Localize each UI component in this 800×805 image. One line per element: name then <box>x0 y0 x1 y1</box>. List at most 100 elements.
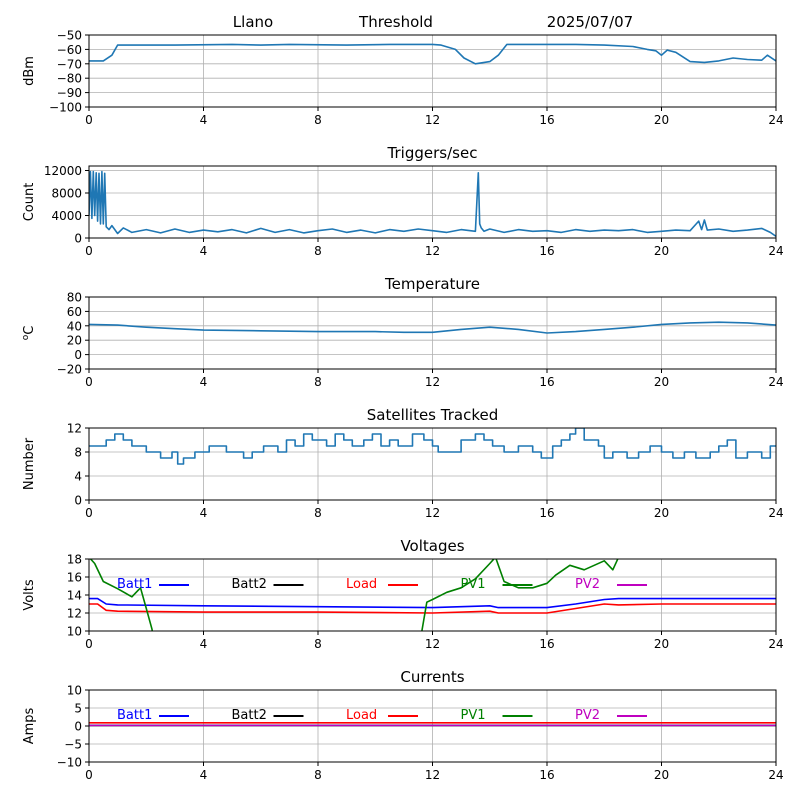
x-tick-label: 4 <box>200 113 208 127</box>
x-tick-label: 16 <box>539 506 554 520</box>
y-axis-label: Number <box>22 437 37 490</box>
x-tick-label: 12 <box>425 375 440 389</box>
x-tick-label: 8 <box>314 244 322 258</box>
x-tick-label: 8 <box>314 768 322 782</box>
x-tick-label: 16 <box>539 637 554 651</box>
y-tick-label: −20 <box>57 363 82 377</box>
series-line-data <box>89 428 776 465</box>
y-tick-label: 60 <box>67 305 82 319</box>
x-tick-label: 20 <box>654 375 669 389</box>
y-tick-label: 0 <box>74 232 82 246</box>
y-tick-label: 14 <box>67 589 82 603</box>
legend-label: PV2 <box>575 577 600 592</box>
x-tick-label: 20 <box>654 768 669 782</box>
x-tick-label: 16 <box>539 375 554 389</box>
x-tick-label: 0 <box>85 506 93 520</box>
y-tick-label: 12 <box>67 607 82 621</box>
x-tick-label: 4 <box>200 244 208 258</box>
header-date: 2025/07/07 <box>547 13 633 31</box>
series-group <box>89 559 776 631</box>
y-tick-label: 0 <box>74 720 82 734</box>
x-tick-label: 4 <box>200 768 208 782</box>
y-tick-label: 4 <box>74 470 82 484</box>
y-tick-label: −100 <box>49 101 82 115</box>
y-tick-label: 40 <box>67 319 82 333</box>
y-tick-label: 0 <box>74 494 82 508</box>
x-tick-label: 24 <box>768 375 783 389</box>
chart-panel-0: 0 4 8 12 16 20 24 −100−90−80−70−60−50 dBm <box>22 29 784 128</box>
x-tick-label: 8 <box>314 375 322 389</box>
y-tick-label: −5 <box>64 738 82 752</box>
y-tick-label: −60 <box>57 43 82 57</box>
y-tick-label: 18 <box>67 553 82 567</box>
y-tick-label: 8 <box>74 446 82 460</box>
header-site: Llano <box>233 13 273 31</box>
legend-label: Batt2 <box>232 708 267 723</box>
chart-title: Voltages <box>400 537 464 555</box>
y-tick-label: −90 <box>57 86 82 100</box>
y-tick-label: 0 <box>74 348 82 362</box>
legend-label: Load <box>346 577 377 592</box>
y-axis-label: Volts <box>22 579 37 611</box>
y-tick-label: 10 <box>67 625 82 639</box>
series-line-data <box>89 321 776 334</box>
y-tick-label: 4000 <box>51 209 82 223</box>
y-axis-label: Amps <box>22 707 37 744</box>
chart-panel-1: 0 4 8 12 16 20 24 0 4000 8000 12000 Triggers/sec Cou… <box>22 144 784 258</box>
chart-panel-5: 0 4 8 12 16 20 24 −10 −5 0 5 10 Currents Amps Batt1 Bat… <box>22 668 784 782</box>
x-tick-label: 20 <box>654 113 669 127</box>
x-tick-label: 12 <box>425 506 440 520</box>
x-tick-label: 0 <box>85 768 93 782</box>
x-tick-label: 8 <box>314 113 322 127</box>
y-tick-label: −50 <box>57 29 82 43</box>
legend-label: PV1 <box>461 708 486 723</box>
x-tick-label: 0 <box>85 244 93 258</box>
series-line-data <box>89 43 776 65</box>
series-group <box>89 170 776 237</box>
y-tick-label: 20 <box>67 334 82 348</box>
x-tick-label: 16 <box>539 113 554 127</box>
legend-label: Batt1 <box>117 577 152 592</box>
y-tick-label: 16 <box>67 571 82 585</box>
y-axis-label: oC <box>21 326 37 341</box>
legend-label: PV1 <box>461 577 486 592</box>
y-tick-label: 80 <box>67 291 82 305</box>
x-tick-label: 12 <box>425 768 440 782</box>
legend-label: Batt2 <box>232 577 267 592</box>
y-axis-label: Count <box>22 183 37 222</box>
x-tick-label: 4 <box>200 375 208 389</box>
x-tick-label: 24 <box>768 506 783 520</box>
chart-title: Satellites Tracked <box>367 406 498 424</box>
x-tick-label: 20 <box>654 637 669 651</box>
series-line-batt1 <box>89 597 776 609</box>
legend-label: PV2 <box>575 708 600 723</box>
x-tick-label: 16 <box>539 244 554 258</box>
series-group <box>89 722 776 727</box>
chart-panel-4: 0 4 8 12 16 20 24 10 12 14 16 18 Voltages Volts Batt1 B… <box>22 537 784 651</box>
y-tick-label: −80 <box>57 72 82 86</box>
x-tick-label: 8 <box>314 506 322 520</box>
x-tick-label: 16 <box>539 768 554 782</box>
x-tick-label: 12 <box>425 244 440 258</box>
x-tick-label: 12 <box>425 637 440 651</box>
series-line-load <box>89 603 776 614</box>
y-tick-label: 12 <box>67 422 82 436</box>
y-tick-label: −70 <box>57 57 82 71</box>
series-group <box>89 43 776 65</box>
chart-title: Triggers/sec <box>387 144 478 162</box>
series-line-pv1b <box>421 559 619 631</box>
x-tick-label: 0 <box>85 375 93 389</box>
x-tick-label: 24 <box>768 244 783 258</box>
legend-label: Load <box>346 708 377 723</box>
y-tick-label: 10 <box>67 684 82 698</box>
chart-title: Currents <box>400 668 464 686</box>
y-axis-label: dBm <box>22 56 37 86</box>
x-tick-label: 24 <box>768 637 783 651</box>
x-tick-label: 20 <box>654 506 669 520</box>
series-group <box>89 321 776 334</box>
chart-title: Temperature <box>384 275 480 293</box>
header-label: Threshold <box>358 13 433 31</box>
